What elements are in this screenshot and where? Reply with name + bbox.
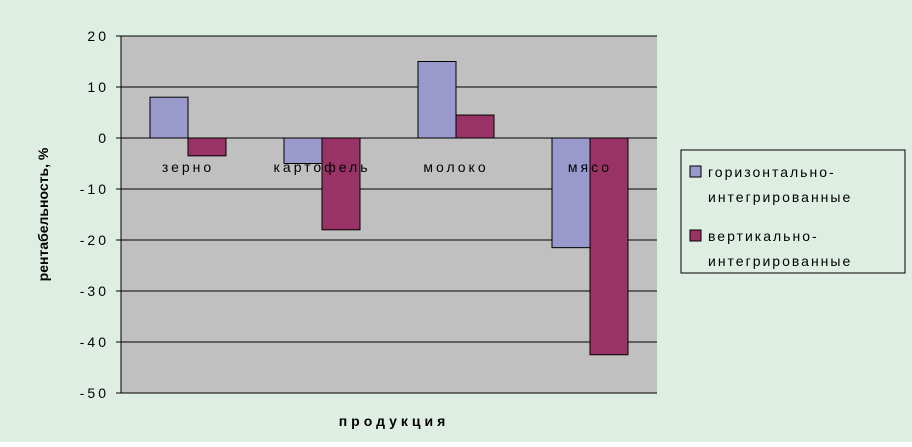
bar-horizontal [417, 61, 457, 139]
legend-label: горизонтально- [708, 164, 836, 180]
y-tick-label: -10 [80, 181, 109, 197]
x-axis-title: продукция [339, 413, 450, 429]
bar-horizontal [551, 137, 591, 249]
y-tick-label: -50 [80, 385, 109, 401]
bar-vertical [589, 137, 629, 356]
legend-label: интегрированные [708, 253, 852, 269]
y-axis-title: рентабельность, % [35, 147, 51, 281]
bar-vertical [187, 137, 227, 157]
bar-horizontal [149, 96, 189, 139]
legend-label: интегрированные [708, 189, 852, 205]
y-tick-label: 20 [87, 28, 109, 44]
category-label: мясо [568, 159, 612, 175]
y-tick-label: -30 [80, 283, 109, 299]
y-tick-label: 0 [98, 130, 109, 146]
bar-vertical [321, 137, 361, 231]
y-tick-label: 10 [87, 79, 109, 95]
legend-swatch-horizontal [689, 165, 702, 178]
legend-swatch-vertical [689, 229, 702, 242]
category-label: картофель [273, 159, 370, 175]
y-tick-label: -40 [80, 334, 109, 350]
legend-box [680, 149, 906, 274]
bar-horizontal [283, 137, 323, 164]
category-label: зерно [162, 159, 214, 175]
y-tick-label: -20 [80, 232, 109, 248]
legend-label: вертикально- [708, 228, 819, 244]
bar-vertical [455, 114, 495, 139]
category-label: молоко [423, 159, 488, 175]
